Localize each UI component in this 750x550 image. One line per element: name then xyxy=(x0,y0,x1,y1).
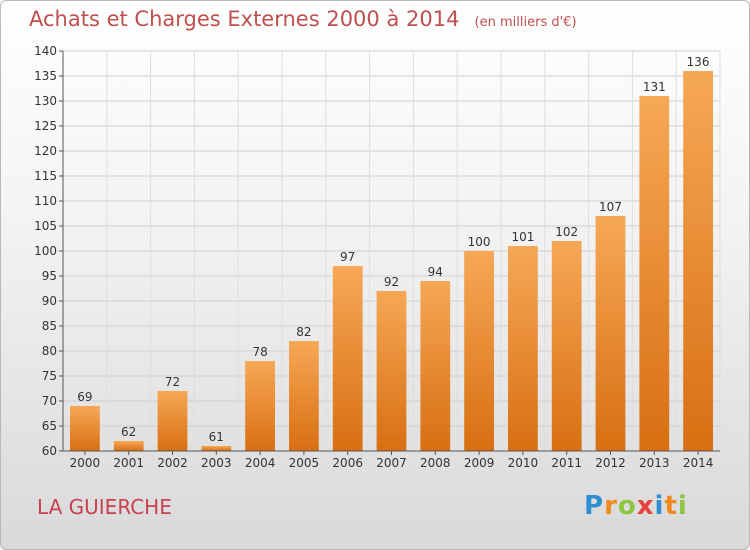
bar-2014 xyxy=(683,71,713,451)
x-tick-label: 2008 xyxy=(420,456,451,470)
bars-layer: 69 62 72 61 78 82 97 92 94 100 101 102 107 131 136 xyxy=(70,55,713,451)
y-tick-label: 100 xyxy=(34,244,57,258)
x-tick-label: 2005 xyxy=(289,456,320,470)
x-tick-label: 2000 xyxy=(70,456,101,470)
bar-2006 xyxy=(332,266,363,451)
bar-2004 xyxy=(245,361,275,451)
title-line: Achats et Charges Externes 2000 à 2014 (… xyxy=(29,7,577,31)
bar-2009 xyxy=(464,251,494,451)
chart-subtitle: (en milliers d'€) xyxy=(474,15,577,30)
axes-layer: 60 65 70 75 80 85 90 95 100 105 110 115 120 125 130 135… xyxy=(34,44,720,470)
x-tick-label: 2006 xyxy=(332,456,363,470)
bar-value-label: 78 xyxy=(252,345,267,359)
bar-2002 xyxy=(157,391,188,451)
bar-value-label: 69 xyxy=(77,390,92,404)
bar-value-label: 131 xyxy=(643,80,666,94)
bar-value-label: 94 xyxy=(428,265,443,279)
bar-2000 xyxy=(70,406,100,451)
y-tick-label: 120 xyxy=(34,144,57,158)
logo-letter: i xyxy=(677,491,688,521)
y-tick-label: 95 xyxy=(42,269,57,283)
y-tick-label: 85 xyxy=(42,319,57,333)
y-tick-label: 90 xyxy=(42,294,57,308)
y-tick-label: 60 xyxy=(42,444,57,458)
bar-2005 xyxy=(289,341,319,451)
logo-letter: i xyxy=(654,491,665,521)
y-tick-label: 105 xyxy=(34,219,57,233)
bar-value-label: 92 xyxy=(384,275,399,289)
y-tick-label: 130 xyxy=(34,94,57,108)
bar-value-label: 82 xyxy=(296,325,311,339)
bar-2010 xyxy=(508,246,538,451)
x-tick-label: 2001 xyxy=(113,456,144,470)
bar-2012 xyxy=(595,216,626,451)
y-tick-label: 115 xyxy=(34,169,57,183)
x-tick-label: 2011 xyxy=(551,456,582,470)
bar-2011 xyxy=(551,241,582,451)
bar-value-label: 102 xyxy=(555,225,578,239)
logo-letter: t xyxy=(664,491,678,521)
bar-2013 xyxy=(639,96,670,451)
bar-value-label: 101 xyxy=(511,230,534,244)
y-tick-label: 110 xyxy=(34,194,57,208)
x-tick-label: 2003 xyxy=(201,456,232,470)
bar-value-label: 136 xyxy=(687,55,710,69)
x-tick-label: 2014 xyxy=(683,456,714,470)
place-name: LA GUIERCHE xyxy=(37,495,172,519)
logo-letter: r xyxy=(604,491,618,521)
y-tick-label: 125 xyxy=(34,119,57,133)
x-tick-label: 2009 xyxy=(464,456,495,470)
logo-letter: o xyxy=(617,491,637,521)
logo-letter: x xyxy=(636,491,655,521)
proxiti-logo: Proxiti xyxy=(584,491,688,521)
bar-2008 xyxy=(420,281,451,451)
y-tick-label: 65 xyxy=(42,419,57,433)
logo-letter: P xyxy=(584,491,605,521)
y-tick-label: 80 xyxy=(42,344,57,358)
bar-value-label: 72 xyxy=(165,375,180,389)
x-tick-label: 2004 xyxy=(245,456,276,470)
bar-value-label: 62 xyxy=(121,425,136,439)
bar-value-label: 100 xyxy=(468,235,491,249)
x-tick-label: 2012 xyxy=(595,456,626,470)
x-tick-label: 2002 xyxy=(157,456,188,470)
x-tick-label: 2010 xyxy=(508,456,539,470)
y-tick-label: 70 xyxy=(42,394,57,408)
y-tick-label: 135 xyxy=(34,69,57,83)
y-tick-label: 75 xyxy=(42,369,57,383)
bar-2007 xyxy=(376,291,407,451)
bar-value-label: 107 xyxy=(599,200,622,214)
bar-2003 xyxy=(201,446,232,451)
x-tick-label: 2013 xyxy=(639,456,670,470)
bar-2001 xyxy=(113,441,144,451)
chart-title: Achats et Charges Externes 2000 à 2014 xyxy=(29,7,460,31)
x-tick-label: 2007 xyxy=(376,456,407,470)
y-tick-label: 140 xyxy=(34,44,57,58)
bar-value-label: 97 xyxy=(340,250,355,264)
bar-value-label: 61 xyxy=(209,430,224,444)
